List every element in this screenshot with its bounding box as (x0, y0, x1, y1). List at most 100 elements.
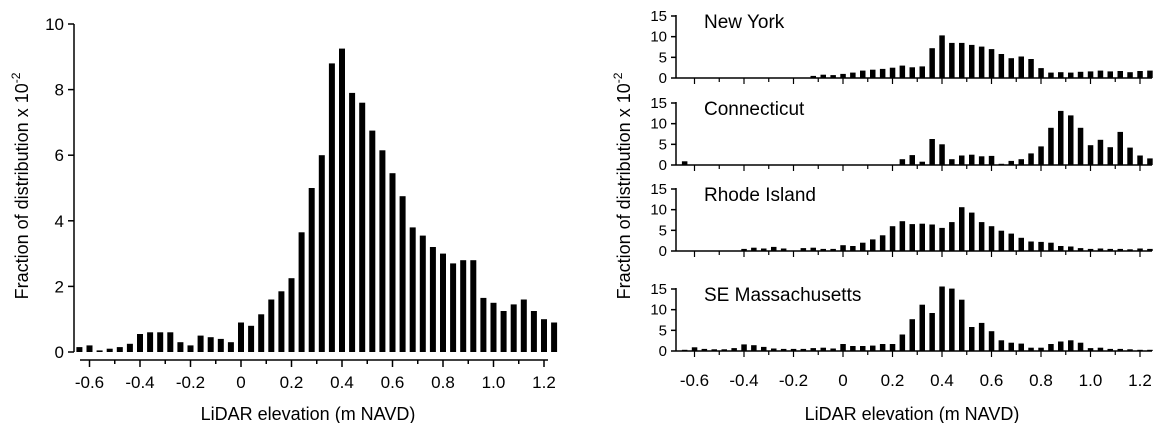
state-bar (820, 248, 826, 251)
state-bar (810, 75, 816, 78)
state-bar (751, 345, 757, 351)
state-bar (701, 348, 708, 351)
state-bar (939, 144, 945, 165)
state-bar (1117, 248, 1123, 251)
state-bar (860, 70, 866, 78)
state-bar (978, 322, 985, 351)
state-bar (899, 334, 906, 351)
combined-bar (389, 173, 396, 352)
state-bar (741, 248, 747, 251)
state-bar (1058, 72, 1064, 78)
state-bar (949, 42, 955, 78)
state-bar (1018, 343, 1024, 351)
combined-bar (268, 299, 275, 352)
state-bar (800, 248, 807, 251)
combined-bar (227, 342, 234, 352)
state-bar (860, 346, 866, 351)
state-x-tick-label: 1.0 (1079, 371, 1103, 390)
combined-bar (510, 304, 517, 352)
state-bar (1018, 56, 1024, 78)
combined-y-tick-label: 4 (55, 212, 64, 231)
combined-bar (520, 299, 527, 352)
state-bar (1097, 248, 1104, 251)
state-bar (909, 224, 915, 251)
state-bar (1137, 248, 1143, 251)
state-bar (840, 344, 846, 351)
state-y-tick-label: 5 (659, 322, 667, 339)
combined-bar (137, 334, 143, 352)
combined-x-tick-label: 0.4 (330, 373, 354, 392)
combined-bar (126, 343, 133, 352)
state-y-tick-label: 15 (650, 281, 667, 298)
combined-y-axis-label: Fraction of distribution x 10-2 (9, 72, 32, 299)
state-bar (879, 344, 886, 351)
combined-x-tick-label: -0.4 (125, 373, 154, 392)
state-bar (978, 222, 985, 251)
combined-bar (86, 345, 93, 352)
state-bar (1127, 249, 1133, 251)
state-bar (899, 221, 906, 251)
state-bar (1117, 71, 1123, 78)
state-bar (929, 48, 935, 78)
state-bar (1048, 127, 1054, 165)
state-bar (810, 247, 816, 251)
state-bar (919, 223, 925, 251)
state-bar (1107, 147, 1113, 165)
combined-x-tick-label: 0.2 (280, 373, 304, 392)
state-x-tick-label: 0.4 (930, 371, 954, 390)
state-bar (1077, 248, 1084, 251)
state-bar (681, 161, 688, 165)
state-bar (1028, 347, 1034, 351)
combined-x-tick-label: 0.6 (381, 373, 405, 392)
combined-bar (167, 332, 174, 352)
combined-bar (551, 322, 558, 352)
state-bar (1107, 248, 1113, 251)
state-bar (1087, 145, 1094, 165)
state-bar (1077, 71, 1084, 78)
combined-bar (106, 348, 113, 352)
state-bar (800, 348, 807, 351)
combined-bar (278, 291, 285, 352)
combined-bars (76, 48, 558, 353)
combined-x-tick-label: 0.8 (431, 373, 455, 392)
combined-bar (541, 319, 547, 352)
combined-bar (308, 188, 315, 352)
state-bar (949, 288, 955, 351)
state-histograms: 0 5 10 15 New York 0 5 10 15 Connecticut 0 5 10 15 Rho… (611, 8, 1153, 423)
state-x-tick-label: 0 (838, 371, 847, 390)
state-bar (830, 348, 836, 351)
state-x-tick-label: -0.4 (729, 371, 758, 390)
state-bar (879, 235, 886, 251)
state-bar (830, 248, 836, 251)
state-bar (1028, 153, 1034, 165)
state-bar (998, 54, 1005, 78)
state-bar (820, 74, 826, 78)
combined-bar (207, 337, 214, 352)
state-bar (1068, 340, 1074, 351)
state-bar (1008, 58, 1014, 78)
panel-new-york: 0 5 10 15 New York (650, 8, 1153, 87)
state-bar (949, 222, 955, 251)
state-bar (879, 68, 886, 78)
state-bar (919, 161, 925, 165)
combined-bar (318, 155, 325, 352)
state-bar (771, 246, 777, 251)
state-y-tick-label: 0 (659, 70, 667, 87)
state-bar (1068, 246, 1074, 251)
state-bar (1038, 241, 1044, 251)
state-x-tick-label: -0.6 (680, 371, 709, 390)
state-bar (1077, 127, 1084, 165)
combined-bar (429, 247, 436, 352)
state-bar (1097, 139, 1104, 165)
state-bar (899, 65, 906, 78)
state-y-tick-label: 5 (659, 136, 667, 153)
combined-bar (339, 48, 345, 352)
state-y-tick-label: 0 (659, 343, 667, 360)
state-x-tick-label: 0.8 (1029, 371, 1053, 390)
combined-bar (147, 332, 154, 352)
state-bar (969, 154, 975, 165)
state-bar (1008, 160, 1014, 165)
state-bar (959, 207, 965, 251)
state-bar (870, 345, 876, 351)
